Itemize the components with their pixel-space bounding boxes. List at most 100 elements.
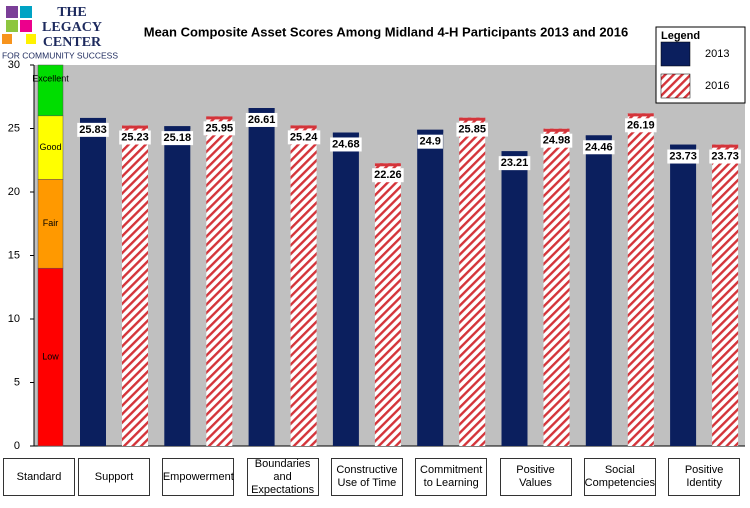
bar (459, 117, 486, 446)
bar (374, 163, 401, 446)
standard-band-label: Excellent (32, 73, 69, 83)
bar (206, 116, 233, 446)
value-label-bg (119, 130, 151, 145)
x-category-label: Commitment to Learning (415, 458, 488, 496)
value-label-bg (372, 168, 404, 183)
logo-tagline: FOR COMMUNITY SUCCESS (2, 50, 118, 60)
bar (248, 108, 275, 446)
bar (712, 144, 739, 446)
y-tick-label: 20 (8, 186, 20, 198)
value-label-bg (330, 137, 362, 152)
value-label: 25.18 (164, 132, 192, 144)
value-label-bg (456, 122, 488, 137)
x-category-label: Constructive Use of Time (330, 458, 403, 496)
value-label: 25.85 (458, 124, 486, 136)
value-label-bg (667, 149, 699, 164)
bar-top (290, 125, 317, 129)
logo-line: THE (57, 5, 87, 20)
bar-top (417, 129, 444, 133)
value-label-bg (161, 131, 194, 146)
y-tick-label: 5 (14, 376, 20, 388)
value-label: 23.73 (711, 151, 739, 163)
logo: THE LEGACY CENTER FOR COMMUNITY SUCCESS (2, 5, 118, 60)
value-label-bg (203, 121, 236, 136)
bar (80, 117, 106, 447)
bar (164, 126, 191, 447)
chart-title: Mean Composite Asset Scores Among Midlan… (144, 24, 629, 39)
bar-top (164, 126, 191, 130)
x-category-label: Positive Identity (668, 458, 741, 496)
y-tick-label: 0 (14, 440, 20, 452)
legend-swatch (660, 73, 691, 99)
value-label-bg (540, 133, 573, 148)
value-label: 25.83 (79, 124, 107, 136)
value-label-bg (583, 140, 615, 155)
logo-line: LEGACY (42, 20, 102, 35)
value-label-bg (245, 112, 278, 127)
value-label: 26.61 (248, 114, 276, 126)
value-label: 24.68 (332, 138, 360, 150)
value-label: 23.21 (501, 157, 529, 169)
value-label: 26.19 (627, 119, 655, 131)
bar-top (585, 135, 612, 139)
standard-band (37, 64, 64, 117)
bar-top (670, 144, 697, 148)
value-label-bg (287, 130, 321, 145)
bar-top (712, 144, 739, 148)
bar (332, 132, 359, 446)
value-label-bg (498, 156, 531, 171)
y-tick-label: 30 (8, 59, 20, 71)
standard-band-label: Fair (43, 218, 59, 228)
bar-top (374, 163, 401, 167)
bar (627, 113, 654, 447)
bar (501, 151, 528, 446)
bar-top (122, 125, 148, 129)
bar (670, 144, 697, 446)
value-label-bg (77, 122, 109, 137)
bar-top (543, 128, 570, 132)
value-label: 24.46 (585, 141, 613, 153)
value-label-bg (417, 134, 443, 149)
value-label: 25.23 (121, 131, 149, 143)
value-label: 25.24 (290, 131, 318, 143)
x-category-label: Social Competencies (583, 458, 656, 496)
bar-top (206, 116, 233, 120)
y-tick-label: 15 (8, 249, 20, 261)
value-label-bg (625, 118, 657, 133)
legend-swatch (660, 41, 691, 67)
bar-top (248, 108, 275, 112)
bar (417, 129, 444, 446)
value-label: 22.26 (374, 169, 402, 181)
standard-band (37, 267, 64, 447)
value-label: 24.98 (543, 135, 571, 147)
value-label: 25.95 (206, 122, 234, 134)
standard-band (37, 179, 64, 269)
logo-line: CENTER (43, 35, 102, 50)
bar-top (80, 117, 106, 121)
bar (585, 135, 612, 446)
value-label: 23.73 (669, 151, 697, 163)
value-label-bg (709, 149, 741, 164)
x-category-label: Boundaries and Expectations (246, 458, 319, 496)
bar (543, 128, 570, 446)
x-category-label: Positive Values (499, 458, 572, 496)
bar-top (332, 132, 359, 136)
legend-label: 2013 (705, 48, 729, 60)
bar-top (627, 113, 654, 117)
standard-band-label: Good (39, 142, 61, 152)
standard-band-label: Low (42, 351, 59, 361)
value-label: 24.9 (419, 136, 440, 148)
standard-band (37, 115, 64, 180)
x-category-label: Support (78, 458, 150, 496)
bar-top (459, 117, 486, 121)
x-category-label: Standard (3, 458, 75, 496)
y-tick-label: 10 (8, 313, 20, 325)
bar (290, 125, 317, 447)
bar (122, 125, 148, 446)
bar-top (501, 151, 528, 155)
x-category-label: Empowerment (162, 458, 235, 496)
legend-title: Legend (661, 30, 700, 42)
y-tick-label: 25 (8, 122, 20, 134)
